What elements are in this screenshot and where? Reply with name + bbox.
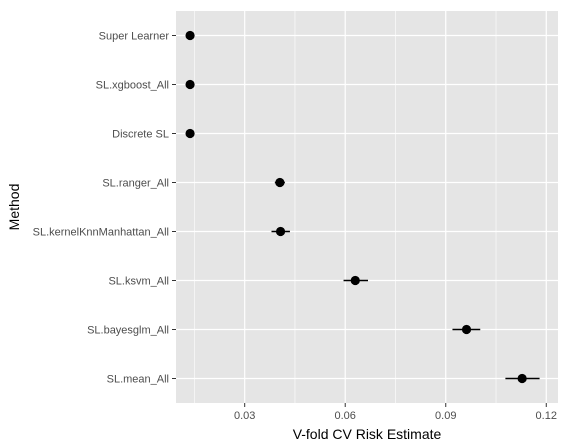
y-axis-title: Method bbox=[6, 184, 22, 231]
data-point bbox=[350, 275, 360, 286]
data-point bbox=[185, 128, 195, 139]
data-point bbox=[517, 373, 527, 384]
y-tick-label: SL.ksvm_All bbox=[108, 276, 169, 288]
y-tick-label: Super Learner bbox=[99, 31, 170, 43]
x-tick-label: 0.03 bbox=[234, 410, 255, 422]
y-tick-label: SL.ranger_All bbox=[102, 178, 169, 190]
x-tick-label: 0.06 bbox=[335, 410, 356, 422]
x-tick-label: 0.09 bbox=[435, 410, 456, 422]
data-point bbox=[275, 226, 286, 237]
y-tick-label: SL.kernelKnnManhattan_All bbox=[33, 227, 169, 239]
y-tick-label: SL.bayesglm_All bbox=[87, 325, 169, 337]
data-point bbox=[185, 79, 195, 90]
x-axis-ticks: 0.03 0.06 0.09 0.12 bbox=[234, 403, 557, 422]
x-tick-label: 0.12 bbox=[536, 410, 557, 422]
y-tick-label: SL.mean_All bbox=[107, 374, 169, 386]
grid-minor bbox=[194, 11, 497, 403]
plot-panel bbox=[176, 11, 558, 403]
x-axis-title: V-fold CV Risk Estimate bbox=[293, 426, 442, 442]
data-point bbox=[461, 324, 472, 335]
data-points bbox=[185, 30, 527, 384]
data-point bbox=[185, 30, 195, 41]
y-axis-ticks: Super Learner SL.xgboost_All Discrete SL SL… bbox=[33, 31, 176, 386]
y-tick-label: SL.xgboost_All bbox=[96, 80, 169, 92]
data-point bbox=[275, 177, 285, 188]
y-tick-label: Discrete SL bbox=[112, 129, 169, 141]
